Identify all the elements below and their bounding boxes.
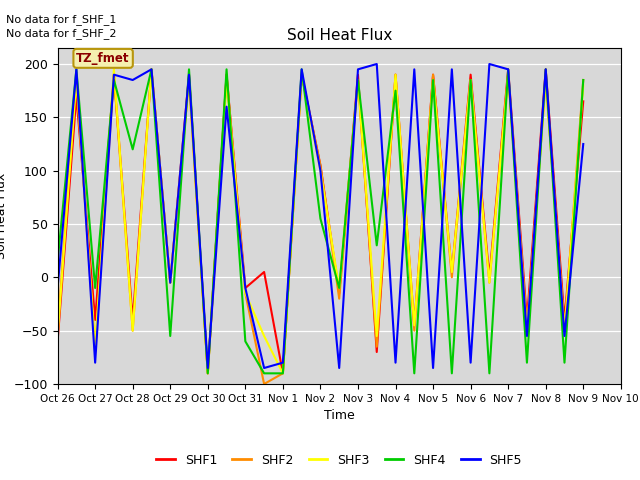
Text: No data for f_SHF_2: No data for f_SHF_2 xyxy=(6,28,117,39)
Text: No data for f_SHF_1: No data for f_SHF_1 xyxy=(6,13,116,24)
Y-axis label: Soil Heat Flux: Soil Heat Flux xyxy=(0,173,8,259)
Text: TZ_fmet: TZ_fmet xyxy=(76,52,130,65)
Title: Soil Heat Flux: Soil Heat Flux xyxy=(287,28,392,43)
X-axis label: Time: Time xyxy=(324,409,355,422)
Legend: SHF1, SHF2, SHF3, SHF4, SHF5: SHF1, SHF2, SHF3, SHF4, SHF5 xyxy=(151,449,527,472)
